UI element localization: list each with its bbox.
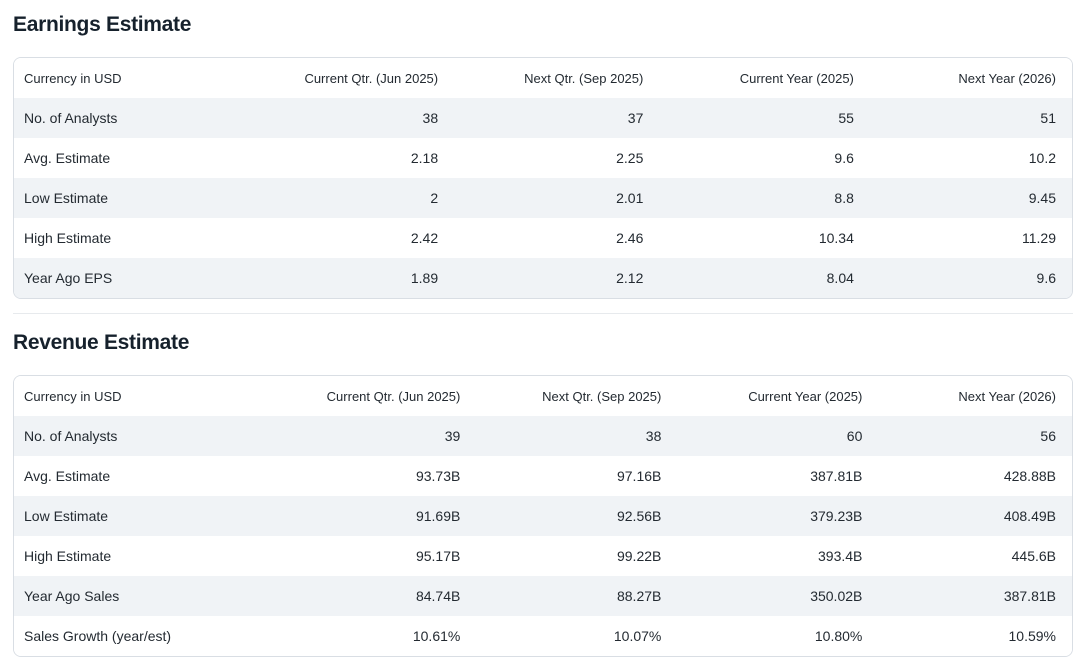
cell-value: 2.46 bbox=[616, 230, 644, 246]
table-row: Year Ago Sales 84.74B 88.27B 350.02B 387… bbox=[14, 576, 1072, 616]
cell-value: 1.89 bbox=[410, 270, 439, 286]
cell-value: 10.61% bbox=[412, 628, 461, 644]
cell-value: 379.23B bbox=[810, 508, 863, 524]
cell-value: 2.01 bbox=[616, 190, 644, 206]
cell-value: 88.27B bbox=[616, 588, 662, 604]
row-label: No. of Analysts bbox=[24, 110, 118, 126]
row-label: Sales Growth (year/est) bbox=[24, 628, 172, 644]
table-row: No. of Analysts 39 38 60 56 bbox=[14, 416, 1072, 456]
cell-value: 56 bbox=[1040, 428, 1056, 444]
cell-value: 95.17B bbox=[415, 548, 461, 564]
cell-value: 91.69B bbox=[415, 508, 461, 524]
cell-value: 2 bbox=[430, 190, 439, 206]
cell-value: 350.02B bbox=[810, 588, 863, 604]
row-label: Year Ago Sales bbox=[24, 588, 120, 604]
cell-value: 55 bbox=[838, 110, 854, 126]
row-label: Low Estimate bbox=[24, 190, 109, 206]
cell-value: 9.6 bbox=[834, 150, 854, 166]
cell-value: 60 bbox=[846, 428, 863, 444]
earnings-estimate-table: Currency in USD Current Qtr. (Jun 2025) … bbox=[14, 58, 1072, 298]
row-label: Low Estimate bbox=[24, 508, 109, 524]
table-row: Avg. Estimate 2.18 2.25 9.6 10.2 bbox=[14, 138, 1072, 178]
cell-value: 9.45 bbox=[1028, 190, 1056, 206]
earnings-estimate-card: Currency in USD Current Qtr. (Jun 2025) … bbox=[13, 57, 1073, 299]
earnings-estimate-title: Earnings Estimate bbox=[13, 13, 192, 36]
revenue-estimate-title: Revenue Estimate bbox=[13, 331, 190, 354]
cell-value: 8.8 bbox=[834, 190, 854, 206]
row-label: High Estimate bbox=[24, 230, 112, 246]
column-header-currency: Currency in USD bbox=[14, 58, 258, 98]
table-row: Year Ago EPS 1.89 2.12 8.04 9.6 bbox=[14, 258, 1072, 298]
cell-value: 428.88B bbox=[1003, 468, 1056, 484]
table-row: High Estimate 2.42 2.46 10.34 11.29 bbox=[14, 218, 1072, 258]
analysis-content: Earnings Estimate Currency in USD Curren… bbox=[13, 12, 1073, 667]
column-header-next-year: Next Year (2026) bbox=[878, 376, 1072, 416]
cell-value: 9.6 bbox=[1036, 270, 1056, 286]
row-label: No. of Analysts bbox=[24, 428, 118, 444]
cell-value: 445.6B bbox=[1011, 548, 1056, 564]
cell-value: 10.34 bbox=[818, 230, 854, 246]
row-label: Year Ago EPS bbox=[24, 270, 113, 286]
cell-value: 97.16B bbox=[616, 468, 662, 484]
table-header-row: Currency in USD Current Qtr. (Jun 2025) … bbox=[14, 58, 1072, 98]
table-header-row: Currency in USD Current Qtr. (Jun 2025) … bbox=[14, 376, 1072, 416]
cell-value: 37 bbox=[627, 110, 644, 126]
row-label: Avg. Estimate bbox=[24, 468, 111, 484]
row-label: Avg. Estimate bbox=[24, 150, 111, 166]
table-row: Low Estimate 91.69B 92.56B 379.23B 408.4… bbox=[14, 496, 1072, 536]
cell-value: 387.81B bbox=[810, 468, 863, 484]
column-header-currency: Currency in USD bbox=[14, 376, 279, 416]
cell-value: 10.2 bbox=[1028, 150, 1056, 166]
cell-value: 2.25 bbox=[616, 150, 644, 166]
column-header-next-qtr: Next Qtr. (Sep 2025) bbox=[454, 58, 660, 98]
cell-value: 393.4B bbox=[818, 548, 863, 564]
revenue-estimate-card: Currency in USD Current Qtr. (Jun 2025) … bbox=[13, 375, 1073, 657]
cell-value: 38 bbox=[645, 428, 662, 444]
cell-value: 92.56B bbox=[616, 508, 662, 524]
cell-value: 93.73B bbox=[415, 468, 461, 484]
cell-value: 11.29 bbox=[1022, 230, 1056, 246]
table-row: High Estimate 95.17B 99.22B 393.4B 445.6… bbox=[14, 536, 1072, 576]
cell-value: 10.80% bbox=[814, 628, 863, 644]
column-header-current-qtr: Current Qtr. (Jun 2025) bbox=[257, 58, 455, 98]
cell-value: 10.59% bbox=[1008, 628, 1056, 644]
column-header-current-year: Current Year (2025) bbox=[677, 376, 879, 416]
cell-value: 2.42 bbox=[410, 230, 439, 246]
cell-value: 51 bbox=[1040, 110, 1056, 126]
revenue-estimate-section: Revenue Estimate Currency in USD Current… bbox=[13, 313, 1073, 667]
cell-value: 2.12 bbox=[616, 270, 644, 286]
cell-value: 387.81B bbox=[1003, 588, 1056, 604]
table-row: Avg. Estimate 93.73B 97.16B 387.81B 428.… bbox=[14, 456, 1072, 496]
table-row: Low Estimate 2 2.01 8.8 9.45 bbox=[14, 178, 1072, 218]
earnings-estimate-section: Earnings Estimate Currency in USD Curren… bbox=[13, 12, 1073, 313]
cell-value: 38 bbox=[422, 110, 439, 126]
cell-value: 8.04 bbox=[826, 270, 854, 286]
cell-value: 2.18 bbox=[410, 150, 439, 166]
table-row: Sales Growth (year/est) 10.61% 10.07% 10… bbox=[14, 616, 1072, 656]
cell-value: 39 bbox=[444, 428, 461, 444]
cell-value: 10.07% bbox=[613, 628, 662, 644]
column-header-next-qtr: Next Qtr. (Sep 2025) bbox=[476, 376, 678, 416]
cell-value: 84.74B bbox=[415, 588, 461, 604]
table-row: No. of Analysts 38 37 55 51 bbox=[14, 98, 1072, 138]
cell-value: 408.49B bbox=[1003, 508, 1056, 524]
column-header-current-qtr: Current Qtr. (Jun 2025) bbox=[278, 376, 477, 416]
column-header-current-year: Current Year (2025) bbox=[659, 58, 870, 98]
row-label: High Estimate bbox=[24, 548, 112, 564]
column-header-next-year: Next Year (2026) bbox=[869, 58, 1072, 98]
revenue-estimate-table: Currency in USD Current Qtr. (Jun 2025) … bbox=[14, 376, 1072, 656]
cell-value: 99.22B bbox=[616, 548, 662, 564]
